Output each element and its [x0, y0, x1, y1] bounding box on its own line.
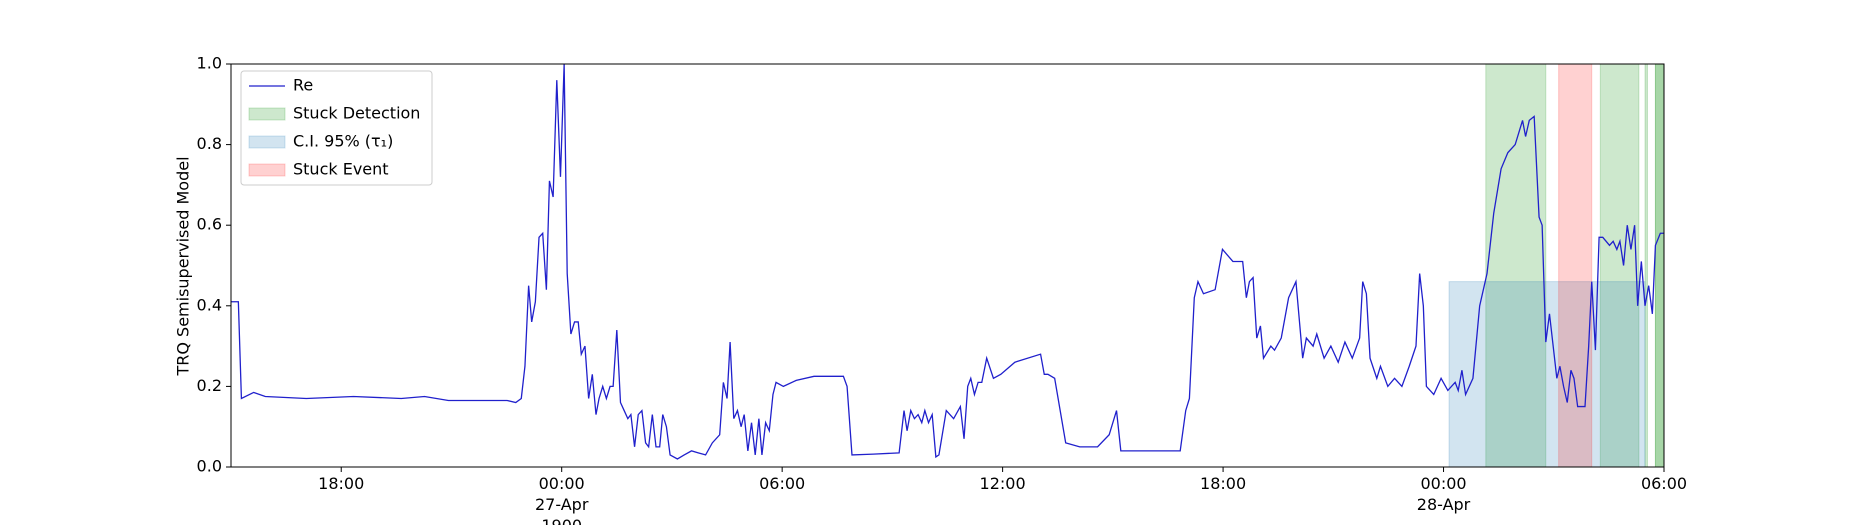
y-tick-label: 0.6: [197, 215, 222, 234]
span: [1485, 63, 1547, 468]
y-tick-label: 0.8: [197, 134, 222, 153]
span: [1654, 63, 1665, 468]
y-tick-label: 0.4: [197, 295, 222, 314]
y-axis-label: TRQ Semisupervised Model: [174, 156, 193, 376]
x-tick-label: 00:00 28-Apr: [1417, 474, 1471, 514]
x-tick-label: 06:00: [759, 474, 805, 493]
x-tick-label: 06:00: [1641, 474, 1687, 493]
y-tick-label: 1.0: [197, 54, 222, 73]
x-tick-label: 18:00: [1200, 474, 1246, 493]
legend-patch: [248, 135, 286, 149]
x-tick-label: 12:00: [980, 474, 1026, 493]
legend-label: Stuck Event: [293, 160, 389, 179]
axes-frame: [230, 63, 1665, 468]
span: [1448, 281, 1646, 468]
x-tick-label: 18:00: [318, 474, 364, 493]
span: [1599, 63, 1640, 468]
legend-patch: [248, 163, 286, 177]
legend-label: Re: [293, 76, 313, 95]
span: [1558, 63, 1593, 468]
legend-label: C.I. 95% (τ₁): [293, 132, 393, 151]
line: [231, 63, 1664, 460]
legend-patch: [248, 107, 286, 121]
y-tick-label: 0.0: [197, 457, 222, 476]
legend-box: [240, 70, 433, 186]
y-tick-label: 0.2: [197, 376, 222, 395]
legend-label: Stuck Detection: [293, 104, 420, 123]
